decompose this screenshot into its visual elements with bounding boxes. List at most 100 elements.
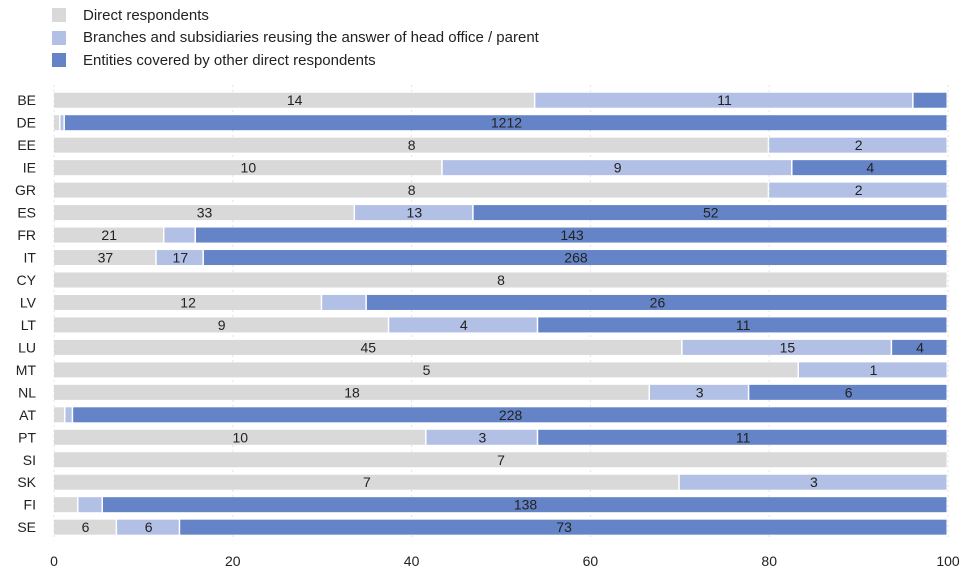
- data-label: 13: [407, 205, 423, 221]
- bar-segment: [442, 160, 792, 176]
- category-label: EE: [17, 137, 36, 153]
- data-label: 8: [408, 182, 416, 198]
- data-label: 18: [344, 384, 360, 400]
- data-label: 52: [703, 205, 719, 221]
- bar-segment: [54, 227, 163, 243]
- legend-swatch-direct: [52, 8, 66, 23]
- bar-segment: [54, 160, 442, 176]
- bar-segment: [792, 160, 947, 176]
- bar-segment: [54, 272, 947, 288]
- bar-segment: [54, 474, 679, 490]
- data-label: 12: [180, 294, 196, 310]
- data-label: 1212: [491, 115, 522, 131]
- category-label: AT: [19, 407, 36, 423]
- data-label: 9: [614, 160, 622, 176]
- bar-segment: [749, 384, 947, 400]
- bar-segment: [203, 250, 947, 266]
- bar-segment: [156, 250, 203, 266]
- data-label: 3: [810, 474, 818, 490]
- data-label: 17: [173, 250, 189, 266]
- data-label: 10: [232, 429, 248, 445]
- bar-segment: [366, 294, 947, 310]
- category-label: MT: [16, 362, 37, 378]
- category-label: DE: [17, 115, 36, 131]
- data-label: 2: [855, 182, 863, 198]
- bar-segment: [54, 407, 65, 423]
- bar-segment: [54, 384, 649, 400]
- chart-legend: Direct respondents Branches and subsidia…: [52, 4, 539, 72]
- data-label: 7: [363, 474, 371, 490]
- bar-segment: [473, 205, 947, 221]
- data-label: 11: [736, 317, 751, 333]
- bar-segment: [54, 519, 116, 535]
- bar-segment: [799, 362, 947, 378]
- bar-segment: [54, 317, 388, 333]
- data-label: 4: [460, 317, 468, 333]
- bar-segment: [769, 137, 947, 153]
- bar-segment: [195, 227, 947, 243]
- bar-segment: [54, 497, 77, 513]
- data-label: 228: [499, 407, 523, 423]
- category-label: FI: [24, 497, 36, 513]
- bar-segment: [102, 497, 947, 513]
- legend-item-branches: Branches and subsidiaries reusing the an…: [52, 27, 539, 50]
- category-label: IT: [24, 250, 37, 266]
- data-label: 14: [287, 92, 303, 108]
- data-label: 10: [241, 160, 257, 176]
- bar-segment: [117, 519, 179, 535]
- bar-segment: [65, 407, 72, 423]
- category-label: BE: [17, 92, 36, 108]
- data-label: 4: [866, 160, 874, 176]
- bar-segment: [54, 452, 947, 468]
- legend-item-direct: Direct respondents: [52, 4, 539, 27]
- data-label: 5: [423, 362, 431, 378]
- bar-segment: [679, 474, 947, 490]
- bar-segment: [180, 519, 947, 535]
- category-label: PT: [18, 429, 36, 445]
- data-label: 45: [361, 339, 377, 355]
- bar-segment: [54, 137, 768, 153]
- bar-segment: [389, 317, 537, 333]
- bar-segment: [54, 339, 682, 355]
- bar-segment: [538, 429, 947, 445]
- x-tick-label: 40: [404, 553, 420, 569]
- data-label: 2: [855, 137, 863, 153]
- category-label: SK: [17, 474, 36, 490]
- bar-segment: [913, 92, 947, 108]
- data-label: 11: [736, 429, 751, 445]
- x-tick-label: 0: [50, 553, 58, 569]
- bar-segment: [54, 250, 156, 266]
- data-label: 7: [497, 452, 505, 468]
- category-label: ES: [17, 205, 36, 221]
- bar-segment: [535, 92, 913, 108]
- legend-label-covered: Entities covered by other direct respond…: [83, 51, 376, 69]
- data-label: 9: [218, 317, 226, 333]
- data-label: 3: [478, 429, 486, 445]
- data-label: 6: [145, 519, 153, 535]
- bar-segment: [73, 407, 947, 423]
- category-label: LV: [20, 294, 37, 310]
- bar-segment: [538, 317, 947, 333]
- bar-segment: [54, 294, 321, 310]
- data-label: 37: [98, 250, 114, 266]
- bar-segment: [769, 182, 947, 198]
- bar-segment: [54, 205, 354, 221]
- legend-swatch-covered: [52, 53, 66, 68]
- data-label: 1: [870, 362, 878, 378]
- data-label: 15: [780, 339, 796, 355]
- data-label: 4: [916, 339, 924, 355]
- data-label: 11: [717, 92, 732, 108]
- bar-segment: [426, 429, 537, 445]
- data-label: 3: [696, 384, 704, 400]
- legend-label-direct: Direct respondents: [83, 6, 209, 24]
- data-label: 21: [101, 227, 117, 243]
- bar-segment: [54, 182, 768, 198]
- data-label: 33: [197, 205, 213, 221]
- bar-segment: [64, 115, 947, 131]
- data-label: 143: [560, 227, 584, 243]
- category-label: IE: [23, 160, 36, 176]
- data-label: 6: [845, 384, 853, 400]
- category-label: NL: [18, 384, 36, 400]
- legend-swatch-branches: [52, 30, 66, 45]
